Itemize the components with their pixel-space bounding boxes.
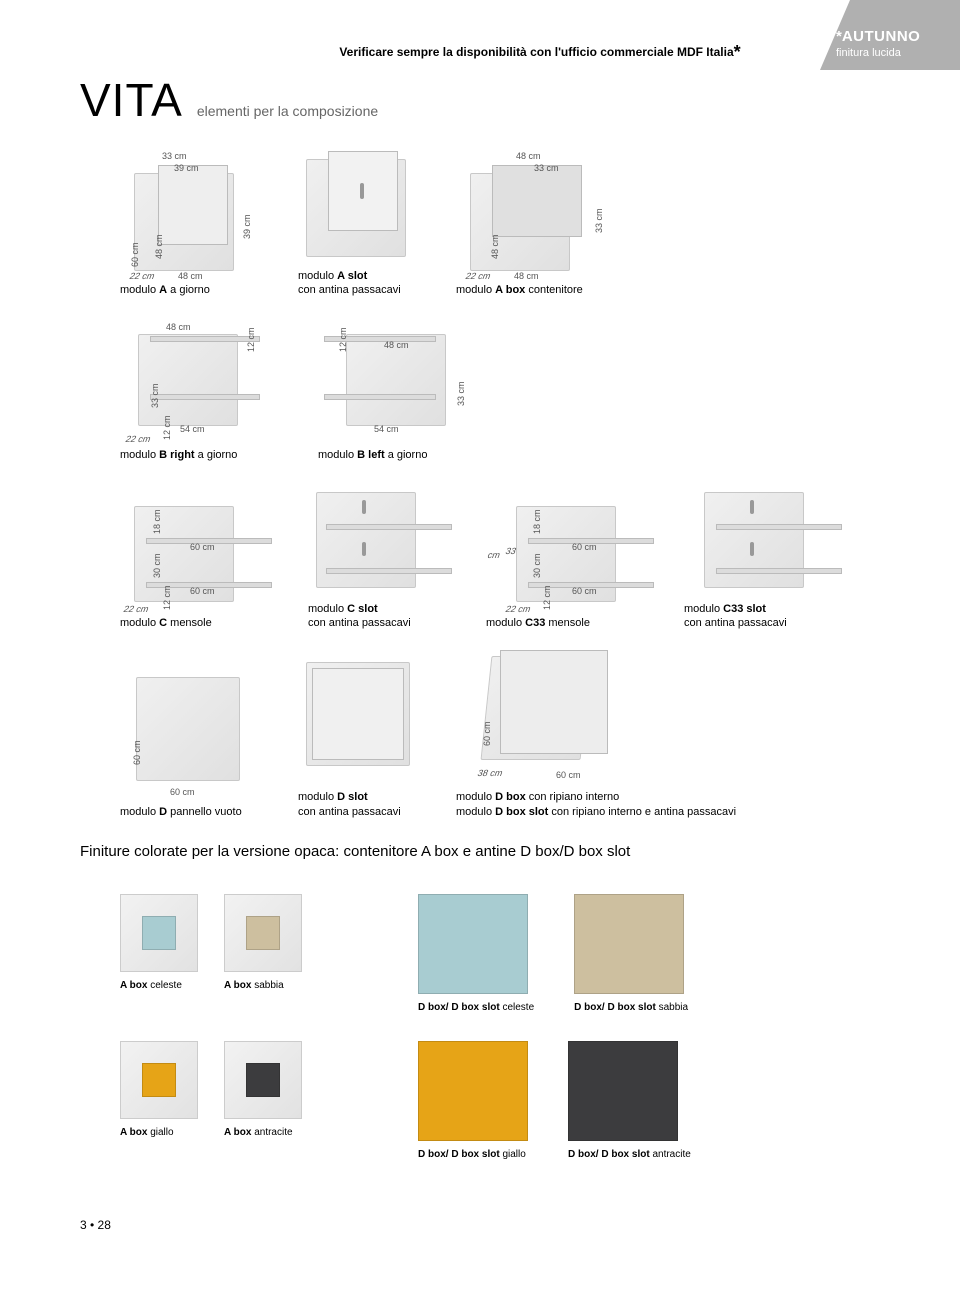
- corner-name: AUTUNNO: [842, 28, 921, 45]
- row-b: 48 cm 12 cm 33 cm 54 cm 22 cm 12 cm modu…: [0, 324, 960, 462]
- corner-tab: *AUTUNNO finitura lucida: [820, 0, 960, 70]
- swatch-big: [568, 1041, 678, 1141]
- swatch-big-giallo: D box/ D box slot giallo: [418, 1041, 528, 1160]
- swatch-frame: [224, 1041, 302, 1119]
- swatch-frame: [120, 894, 198, 972]
- top-note: Verificare sempre la disponibilità con l…: [300, 0, 780, 63]
- swatch-big-sabbia: D box/ D box slot sabbia: [574, 894, 688, 1013]
- modulo-a-slot: modulo A slotcon antina passacavi: [298, 145, 428, 298]
- dbox-swatches-r1: D box/ D box slot celeste D box/ D box sl…: [418, 894, 688, 1013]
- swatch-giallo: A box giallo: [120, 1041, 198, 1160]
- modulo-a-box: 48 cm 33 cm 48 cm 33 cm 22 cm 48 cm modu…: [456, 159, 626, 297]
- modulo-d-slot: modulo D slotcon antina passacavi: [298, 656, 428, 819]
- modulo-c: 18 cm 30 cm 60 cm 60 cm 22 cm 12 cm modu…: [120, 502, 280, 630]
- row-d: 60 cm 60 cm modulo D pannello vuoto modu…: [0, 656, 960, 819]
- modulo-c-slot: modulo C slotcon antina passacavi: [308, 488, 458, 631]
- swatch-big: [574, 894, 684, 994]
- modulo-d: 60 cm 60 cm modulo D pannello vuoto: [120, 671, 270, 819]
- swatch-frame: [120, 1041, 198, 1119]
- finiture-row-2: A box giallo A box antracite D box/ D box…: [0, 1041, 960, 1160]
- swatch-big-celeste: D box/ D box slot celeste: [418, 894, 534, 1013]
- subtitle: elementi per la composizione: [197, 103, 378, 119]
- swatch-celeste: A box celeste: [120, 894, 198, 1013]
- abox-swatches-r1: A box celeste A box sabbia: [120, 894, 302, 1013]
- swatch-big: [418, 894, 528, 994]
- finiture-row-1: A box celeste A box sabbia D box/ D box s…: [0, 894, 960, 1013]
- footer-page: 3 • 28: [0, 1188, 960, 1252]
- modulo-b-left: 12 cm 48 cm 33 cm 54 cm modulo B left a …: [318, 324, 478, 462]
- modulo-d-box: 60 cm 38 cm 60 cm modulo D box con ripia…: [456, 656, 816, 819]
- swatch-big-antracite: D box/ D box slot antracite: [568, 1041, 691, 1160]
- swatch-antracite: A box antracite: [224, 1041, 302, 1160]
- finiture-title: Finiture colorate per la versione opaca:…: [0, 843, 960, 860]
- corner-sub: finitura lucida: [836, 47, 901, 59]
- abox-swatches-r2: A box giallo A box antracite: [120, 1041, 302, 1160]
- swatch-sabbia: A box sabbia: [224, 894, 302, 1013]
- title-row: VITA elementi per la composizione: [0, 63, 960, 145]
- modulo-b-right: 48 cm 12 cm 33 cm 54 cm 22 cm 12 cm modu…: [120, 324, 290, 462]
- dbox-swatches-r2: D box/ D box slot giallo D box/ D box slo…: [418, 1041, 691, 1160]
- brand-title: VITA: [80, 73, 183, 127]
- row-c: 18 cm 30 cm 60 cm 60 cm 22 cm 12 cm modu…: [0, 488, 960, 631]
- row-a: 60 cm 48 cm 33 cm 39 cm 39 cm 22 cm 48 c…: [0, 145, 960, 298]
- swatch-frame: [224, 894, 302, 972]
- modulo-c33-slot: modulo C33 slotcon antina passacavi: [684, 488, 844, 631]
- modulo-a: 60 cm 48 cm 33 cm 39 cm 39 cm 22 cm 48 c…: [120, 159, 270, 297]
- swatch-big: [418, 1041, 528, 1141]
- modulo-c33: 18 cm 30 cm 60 cm 60 cm 22 cm 12 cm cm 3…: [486, 502, 656, 630]
